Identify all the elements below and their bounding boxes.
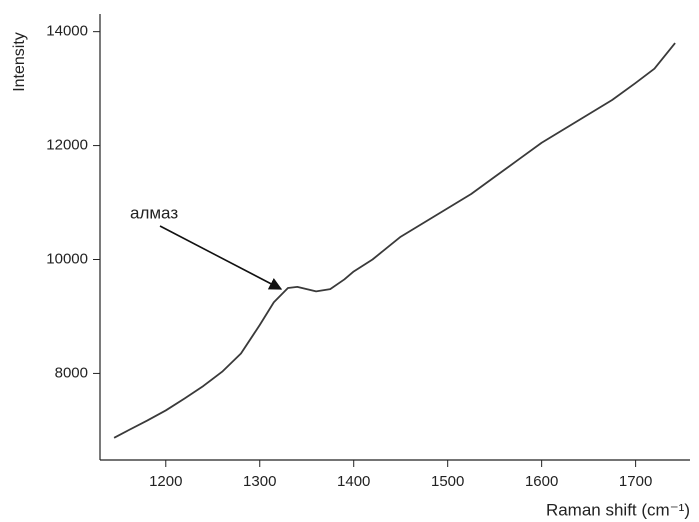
x-tick-label: 1700 <box>619 473 652 490</box>
x-tick-label: 1500 <box>431 473 464 490</box>
y-tick-label: 12000 <box>46 137 88 154</box>
annotation-arrow <box>159 225 283 290</box>
x-axis-label: Raman shift (cm⁻¹) <box>546 500 690 519</box>
x-tick-label: 1400 <box>337 473 370 490</box>
annotation: алмаз <box>130 203 178 222</box>
y-axis-label: Intensity <box>11 32 28 92</box>
x-tick-label: 1200 <box>149 473 182 490</box>
y-tick-label: 10000 <box>46 250 88 267</box>
y-tick-label: 8000 <box>55 364 88 381</box>
data-line <box>113 42 676 439</box>
x-tick-label: 1300 <box>243 473 276 490</box>
y-tick-label: 14000 <box>46 23 88 40</box>
x-tick-label: 1600 <box>525 473 558 490</box>
